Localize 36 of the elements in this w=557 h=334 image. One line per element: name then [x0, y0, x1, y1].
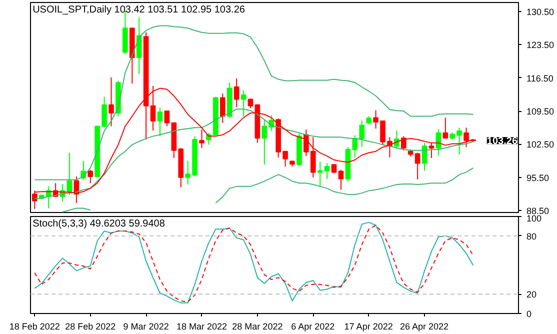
- x-tick-label: 18 Feb 2022: [9, 322, 60, 332]
- candlestick: [199, 129, 204, 149]
- y-tick-label: 80: [526, 231, 537, 242]
- x-tick-label: 26 Apr 2022: [400, 322, 449, 332]
- y-tick-label: 20: [526, 290, 537, 300]
- y-tick-label: 116.50: [526, 73, 554, 84]
- y-tick-label: 109.50: [526, 106, 554, 117]
- y-tick-label: 130.50: [526, 7, 554, 18]
- candlestick: [220, 93, 226, 124]
- candlestick: [400, 136, 406, 151]
- candlestick: [331, 164, 337, 174]
- y-tick-label: 0: [526, 309, 532, 319]
- y-tick-label: 102.50: [526, 140, 554, 150]
- x-tick-label: 6 Apr 2022: [291, 322, 335, 332]
- candlestick: [428, 142, 434, 158]
- candlestick: [338, 169, 344, 190]
- y-tick-label: 100: [526, 214, 542, 224]
- candlestick: [324, 162, 330, 180]
- x-tick-label: 17 Apr 2022: [344, 322, 393, 332]
- y-tick-label: 88.50: [526, 206, 550, 216]
- candlestick: [442, 117, 448, 140]
- y-tick-label: 123.50: [526, 40, 554, 50]
- x-tick-label: 28 Feb 2022: [65, 322, 116, 332]
- x-tick-label: 9 Mar 2022: [123, 322, 169, 332]
- candlestick: [157, 107, 163, 137]
- candlestick: [136, 16, 142, 75]
- candlestick: [234, 78, 240, 108]
- x-tick-label: 18 Mar 2022: [176, 322, 228, 332]
- chart-title: Stoch(5,3,3) 49.6203 59.9408: [32, 218, 166, 230]
- candlestick: [88, 169, 94, 184]
- y-tick-label: 95.50: [526, 172, 550, 183]
- x-tick-label: 28 Mar 2022: [232, 322, 283, 332]
- candlestick: [248, 98, 254, 109]
- chart-title: USOIL_SPT,Daily 103.42 103.51 102.95 103.26: [32, 4, 246, 16]
- candlestick: [240, 90, 246, 117]
- candlestick: [108, 76, 114, 127]
